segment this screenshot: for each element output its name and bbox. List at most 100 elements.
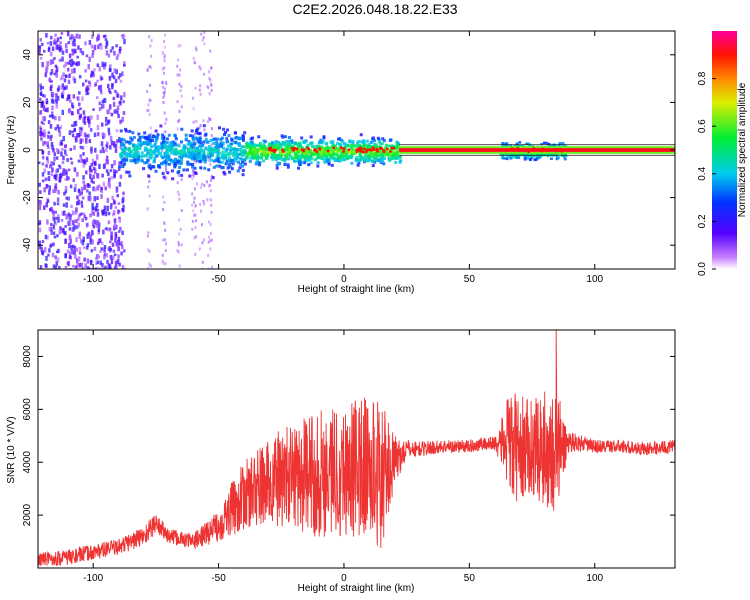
spectrogram-cell	[99, 89, 103, 93]
spectrogram-cell	[337, 148, 341, 152]
spectrogram-cell	[155, 136, 159, 140]
spectrogram-cell	[38, 49, 41, 55]
spectrogram-cell	[86, 243, 90, 247]
spectrogram-cell	[49, 41, 53, 46]
spectrogram-cell	[107, 119, 111, 124]
spectrogram-cell	[316, 161, 320, 165]
spectrogram-cell	[332, 150, 336, 154]
spectrogram-cell	[202, 124, 206, 128]
spectrogram-cell	[207, 86, 210, 90]
spectrogram-cell	[101, 263, 104, 267]
spectrogram-cell	[163, 93, 166, 97]
spectrogram-cell	[279, 151, 283, 155]
spectrogram-cell	[148, 35, 151, 39]
spectrogram-cell	[192, 142, 196, 146]
spectrogram-cell	[368, 158, 372, 162]
spectrogram-cell	[69, 184, 73, 189]
spectrogram-cell	[47, 120, 51, 124]
spectrogram-cell	[323, 148, 327, 152]
spectrogram-cell	[78, 129, 82, 132]
spectrogram-cell	[323, 160, 327, 164]
spectrogram-cell	[45, 101, 49, 105]
spectrogram-cell	[195, 119, 198, 123]
spectrogram-cell	[83, 115, 87, 119]
spectrogram-cell	[115, 242, 119, 247]
spectrogram-cell	[119, 138, 122, 144]
spectrogram-cell	[274, 158, 278, 162]
spectrogram-cell	[91, 202, 94, 207]
spectrogram-cell	[115, 170, 118, 174]
spectrogram-cell	[252, 145, 256, 149]
spectrogram-cell	[64, 169, 68, 175]
spectrogram-cell	[136, 160, 140, 164]
spectrogram-cell	[51, 93, 55, 98]
spectrogram-cell	[293, 142, 297, 146]
spectrogram-cell	[342, 142, 346, 146]
spectrogram-cell	[317, 149, 321, 153]
spectrogram-cell	[299, 155, 303, 159]
spectrogram-cell	[47, 175, 51, 182]
spectrogram-cell	[286, 147, 290, 151]
spectrogram-cell	[75, 207, 78, 213]
spectrogram-cell	[203, 42, 206, 46]
spectrogram-cell	[308, 158, 312, 162]
spectrogram-cell	[123, 148, 127, 152]
spectrogram-cell	[152, 165, 156, 169]
spectrogram-cell	[101, 173, 104, 178]
spectrogram-cell	[48, 185, 51, 191]
spectrogram-cell	[54, 188, 57, 193]
spectrogram-cell	[296, 150, 300, 154]
spectrogram-cell	[73, 246, 77, 252]
spectrogram-cell	[147, 185, 150, 189]
spectrogram-cell	[83, 214, 86, 219]
spectrogram-cell	[356, 163, 360, 167]
spectrogram-cell	[392, 154, 396, 158]
spectrogram-cell	[55, 72, 59, 78]
spectrogram-cell	[110, 163, 114, 169]
spectrogram-cell	[92, 180, 95, 184]
spectrogram-cell	[364, 147, 368, 151]
spectrogram-cell	[68, 130, 72, 136]
spectrogram-cell	[147, 103, 150, 107]
spectrogram-cell	[241, 153, 245, 157]
spectrogram-cell	[64, 265, 68, 269]
spectrogram-cell	[128, 150, 132, 154]
spectrogram-cell	[74, 48, 77, 54]
spectrogram-cell	[192, 138, 196, 142]
spectrogram-cell	[380, 152, 384, 156]
spectrogram-cell	[94, 160, 97, 166]
spectrogram-cell	[97, 227, 101, 232]
spectrogram-cell	[76, 96, 79, 100]
spectrogram-cell	[149, 148, 153, 152]
spectrogram-cell	[38, 161, 41, 165]
spectrogram-cell	[199, 67, 202, 71]
spectrogram-cell	[149, 264, 152, 268]
spectrogram-cell	[59, 47, 63, 51]
spectrogram-cell	[79, 138, 82, 144]
spectrogram-cell	[43, 247, 47, 253]
spectrogram-cell	[59, 36, 62, 40]
spectrogram-cell	[275, 166, 279, 170]
spectrogram-cell	[65, 214, 68, 220]
spectrogram-cell	[348, 140, 352, 144]
spectrogram-cell	[65, 196, 68, 200]
spectrogram-cell	[56, 197, 60, 203]
spectrogram-cell	[225, 128, 229, 132]
spectrogram-cell	[198, 247, 201, 251]
spectrogram-cell	[147, 156, 150, 160]
spectrogram-cell	[150, 150, 154, 154]
spectrogram-cell	[76, 171, 79, 177]
spectrogram-cell	[88, 165, 92, 170]
spectrogram-cell	[101, 132, 105, 137]
spectrogram-cell	[193, 166, 197, 170]
spectrogram-cell	[223, 131, 227, 135]
spectrogram-cell	[49, 123, 53, 129]
spectrogram-cell	[134, 147, 138, 151]
spectrogram-cell	[118, 242, 121, 246]
spectrogram-cell	[93, 170, 97, 175]
colorbar-ticks: 0.00.20.40.60.8	[697, 71, 716, 276]
spectrogram-cell	[164, 166, 167, 170]
spectrogram-cell	[232, 157, 236, 161]
spectrogram-cell	[362, 160, 366, 164]
spectrogram-cell	[286, 151, 290, 155]
